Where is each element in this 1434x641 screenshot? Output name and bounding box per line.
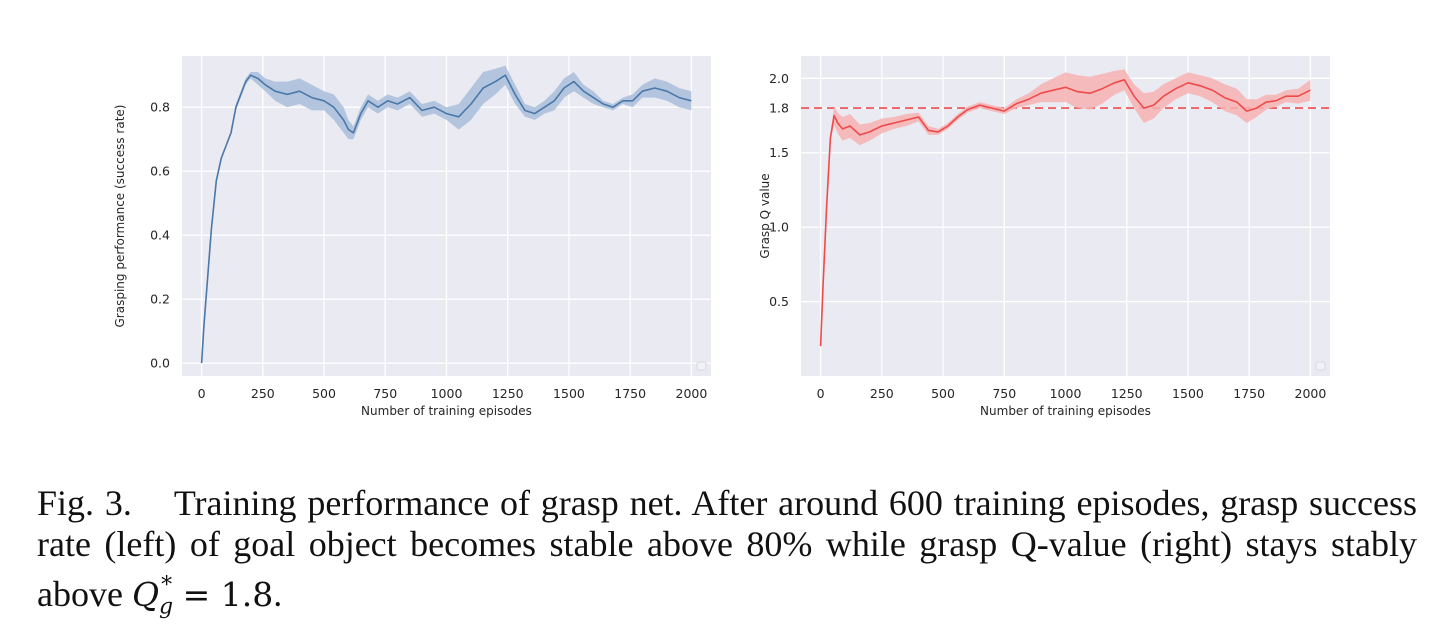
- y-tick-label: 1.8: [769, 101, 789, 116]
- x-tick-label: 0: [198, 386, 206, 401]
- x-tick-label: 250: [251, 386, 275, 401]
- x-tick-label: 1000: [1050, 386, 1082, 401]
- caption-math-superscript: *: [161, 573, 173, 598]
- confidence-band: [820, 69, 1311, 347]
- series-line: [819, 79, 1311, 347]
- x-tick-label: 250: [870, 386, 894, 401]
- x-tick-label: 500: [931, 386, 955, 401]
- y-tick-label: 0.4: [150, 228, 170, 243]
- series-line: [200, 74, 692, 364]
- x-tick-label: 0: [817, 386, 825, 401]
- x-tick-label: 2000: [676, 386, 708, 401]
- caption-text: Training performance of grasp net. After…: [37, 483, 1417, 614]
- y-tick-label: 0.2: [150, 292, 170, 307]
- confidence-band: [201, 65, 692, 364]
- figure-caption: Fig. 3. Training performance of grasp net…: [37, 483, 1417, 628]
- y-tick-label: 1.0: [769, 220, 789, 235]
- x-tick-label: 1750: [1233, 386, 1265, 401]
- x-tick-label: 1750: [614, 386, 646, 401]
- caption-figure-number: Fig. 3.: [37, 483, 132, 523]
- y-tick-label: 0.6: [150, 164, 170, 179]
- y-axis-label: Grasping performance (success rate): [113, 105, 127, 328]
- x-tick-label: 1250: [1111, 386, 1143, 401]
- x-tick-label: 2000: [1295, 386, 1327, 401]
- caption-math-value: = 1.8: [172, 575, 274, 614]
- caption-text-end: .: [273, 574, 283, 614]
- y-tick-label: 2.0: [769, 71, 789, 86]
- x-tick-label: 1000: [431, 386, 463, 401]
- success-rate-chart: 0 250 500 750 1000 1250 1500 1750 2000 0.0 0.2 0.4 0…: [113, 56, 711, 418]
- y-axis-label: Grasp Q value: [758, 173, 772, 258]
- x-tick-label: 1250: [492, 386, 524, 401]
- caption-math: Qg* = 1.8: [131, 573, 274, 620]
- y-tick-label: 0.5: [769, 294, 789, 309]
- legend-box: [696, 361, 707, 371]
- x-tick-label: 500: [312, 386, 336, 401]
- caption-math-subscript: g: [159, 594, 174, 620]
- grasp-q-value-chart: 0 250 500 750 1000 1250 1500 1750 2000 0.5 1.0 1.5 1…: [758, 56, 1330, 418]
- x-axis-label: Number of training episodes: [361, 404, 532, 418]
- x-axis-label: Number of training episodes: [980, 404, 1151, 418]
- x-tick-label: 1500: [1172, 386, 1204, 401]
- x-tick-label: 750: [373, 386, 397, 401]
- figure-canvas: 0 250 500 750 1000 1250 1500 1750 2000 0.0 0.2 0.4 0…: [113, 56, 1330, 418]
- caption-math-symbol: Q: [131, 575, 160, 614]
- legend-box: [1315, 361, 1326, 371]
- y-tick-label: 0.8: [150, 100, 170, 115]
- y-tick-label: 0.0: [150, 356, 170, 371]
- x-tick-label: 750: [992, 386, 1016, 401]
- x-tick-label: 1500: [553, 386, 585, 401]
- y-tick-label: 1.5: [769, 145, 789, 160]
